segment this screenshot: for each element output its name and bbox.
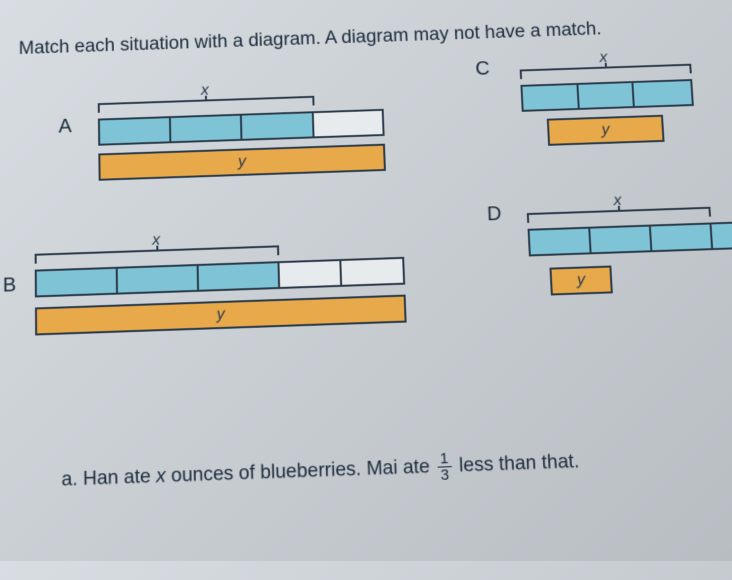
label-c: C [475, 58, 490, 81]
frac-num: 1 [437, 451, 452, 468]
brace-a [98, 96, 315, 111]
bottom-bar-a: y [98, 144, 386, 181]
y-label-c: y [601, 121, 610, 139]
bottom-bar-d: y [549, 266, 612, 296]
label-b: B [3, 274, 16, 297]
label-d: D [487, 203, 502, 226]
top-bar-c [520, 79, 693, 112]
frac-den: 3 [437, 467, 452, 483]
fraction: 13 [437, 451, 453, 483]
instruction-text: Match each situation with a diagram. A d… [19, 16, 687, 60]
brace-c [520, 64, 692, 78]
brace-d [527, 207, 711, 221]
question-text-1: Han ate [83, 466, 156, 490]
question-letter: a. [61, 469, 77, 491]
question-text-2: ounces of blueberries. Mai ate [166, 456, 436, 487]
brace-b [35, 245, 280, 261]
question-a: a. Han ate x ounces of blueberries. Mai … [31, 442, 715, 498]
question-text-3: less than that. [453, 451, 579, 477]
label-a: A [58, 116, 71, 139]
y-label-a: y [238, 153, 246, 171]
y-label-b: y [216, 306, 224, 324]
diagrams-area: A x y B x [29, 66, 712, 445]
y-label-d: y [577, 271, 586, 289]
bottom-bar-b: y [35, 295, 407, 336]
bottom-bar-c: y [547, 115, 665, 146]
